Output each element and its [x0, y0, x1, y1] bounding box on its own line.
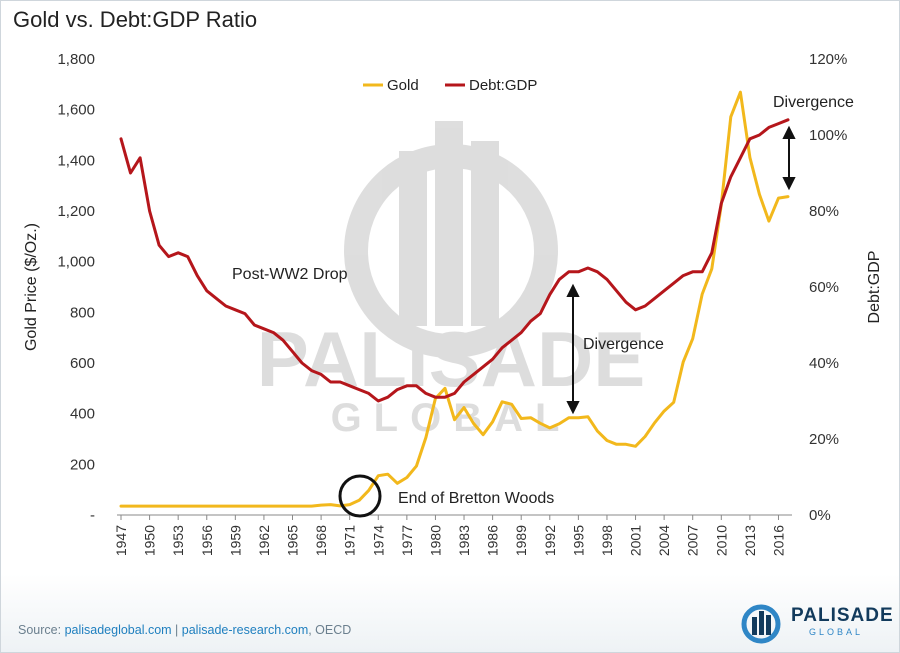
x-tick-label: 1980 — [427, 525, 443, 556]
y-right-tick-label: 40% — [809, 355, 839, 372]
y-left-tick-label: 1,800 — [57, 51, 95, 68]
series-line-debt-gdp — [119, 118, 790, 403]
source-separator: | — [171, 623, 182, 637]
watermark-bar — [471, 141, 499, 326]
legend: Gold Debt:GDP — [363, 77, 537, 94]
x-tick-label: 1974 — [370, 525, 386, 556]
y-left-axis-title: Gold Price ($/Oz.) — [23, 223, 40, 351]
divergence-arrow-2016 — [782, 125, 796, 191]
y-left-tick-label: 1,600 — [57, 102, 95, 119]
chart-title: Gold vs. Debt:GDP Ratio — [13, 7, 258, 32]
brand-subname: GLOBAL — [809, 627, 864, 637]
y-right-tick-label: 80% — [809, 203, 839, 220]
watermark: PALISADE GLOBAL — [257, 121, 646, 440]
source-link-palisadeglobal[interactable]: palisadeglobal.com — [64, 623, 172, 637]
axes: - 200 400 600 800 1,000 1,200 1,400 1,600 1,800 0%… — [23, 51, 883, 556]
source-note: Source: palisadeglobal.com | palisade-re… — [18, 623, 351, 637]
divergence-arrow-1995 — [566, 283, 580, 415]
x-tick-label: 1962 — [256, 525, 272, 556]
y-left-tick-label: 1,000 — [57, 254, 95, 271]
legend-label-debt: Debt:GDP — [469, 77, 537, 94]
watermark-ring — [344, 144, 558, 358]
x-tick-label: 1971 — [342, 525, 358, 556]
watermark-bar — [399, 151, 427, 326]
x-tick-label: 1998 — [599, 525, 615, 556]
legend-label-gold: Gold — [387, 77, 419, 94]
x-tick-label: 2007 — [685, 525, 701, 556]
x-tick-label: 2001 — [628, 525, 644, 556]
x-tick-label: 1995 — [570, 525, 586, 556]
y-left-tick-label: 800 — [70, 304, 95, 321]
series-line-gold — [119, 90, 790, 508]
brand-name: PALISADE — [791, 605, 894, 626]
x-tick-label: 1959 — [227, 525, 243, 556]
y-left-tick-label: 400 — [70, 406, 95, 423]
x-tick-label: 2016 — [770, 525, 786, 556]
y-left-tick-label: 600 — [70, 355, 95, 372]
y-left-tick-label: - — [90, 507, 95, 524]
x-tick-label: 1953 — [170, 525, 186, 556]
brand-logo: PALISADE GLOBAL — [737, 601, 893, 645]
x-tick-label: 1950 — [142, 525, 158, 556]
source-link-palisade-research[interactable]: palisade-research.com — [181, 623, 309, 637]
y-right-axis-title: Debt:GDP — [866, 251, 883, 324]
y-left-tick-label: 1,400 — [57, 152, 95, 169]
x-tick-label: 1956 — [199, 525, 215, 556]
annotation-divergence-2016: Divergence — [773, 94, 854, 111]
y-left-tick-label: 1,200 — [57, 203, 95, 220]
x-tick-label: 2013 — [742, 525, 758, 556]
annotation-bretton-woods: End of Bretton Woods — [398, 490, 554, 507]
y-right-tick-label: 20% — [809, 431, 839, 448]
annotations: Post-WW2 Drop Divergence End of Bretton … — [232, 94, 854, 518]
x-tick-label: 1977 — [399, 525, 415, 556]
watermark-bar — [435, 121, 463, 326]
x-tick-label: 1968 — [313, 525, 329, 556]
annotation-post-ww2: Post-WW2 Drop — [232, 266, 348, 283]
x-tick-label: 1989 — [513, 525, 529, 556]
x-tick-label: 1983 — [456, 525, 472, 556]
bretton-woods-circle — [338, 474, 382, 518]
x-tick-label: 1947 — [113, 525, 129, 556]
x-tick-label: 1965 — [285, 525, 301, 556]
y-right-tick-label: 0% — [809, 507, 831, 524]
x-tick-label: 1992 — [542, 525, 558, 556]
watermark-subtext: GLOBAL — [331, 396, 572, 440]
annotation-divergence-1995: Divergence — [583, 336, 664, 353]
y-right-tick-label: 120% — [809, 51, 847, 68]
watermark-text: PALISADE — [257, 315, 646, 403]
brand-logo-icon — [741, 604, 781, 644]
source-prefix: Source: — [18, 623, 65, 637]
series-lines — [119, 90, 790, 508]
x-tick-label: 2004 — [656, 525, 672, 556]
x-tick-label: 2010 — [713, 525, 729, 556]
x-tick-label: 1986 — [485, 525, 501, 556]
y-right-tick-label: 60% — [809, 279, 839, 296]
source-suffix: , OECD — [308, 623, 352, 637]
y-right-tick-label: 100% — [809, 127, 847, 144]
y-left-tick-label: 200 — [70, 456, 95, 473]
